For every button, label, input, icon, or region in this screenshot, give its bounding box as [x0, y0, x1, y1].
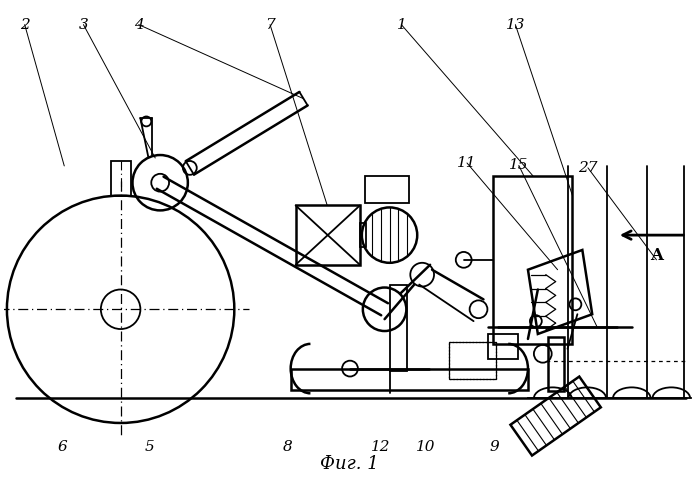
Bar — [365, 176, 410, 203]
Bar — [493, 176, 572, 344]
Bar — [296, 205, 360, 265]
Bar — [291, 369, 528, 390]
Bar — [449, 342, 496, 380]
Text: 4: 4 — [134, 18, 143, 31]
Text: 9: 9 — [490, 440, 500, 454]
Text: 12: 12 — [371, 440, 390, 454]
Text: 5: 5 — [144, 440, 154, 454]
Bar — [449, 342, 496, 380]
Text: 13: 13 — [505, 18, 525, 31]
Bar — [110, 161, 131, 195]
Bar — [360, 223, 366, 247]
Text: 7: 7 — [265, 18, 275, 31]
Text: A: A — [651, 246, 663, 264]
Text: 8: 8 — [282, 440, 292, 454]
Text: 2: 2 — [20, 18, 29, 31]
Bar — [548, 337, 563, 391]
Text: 3: 3 — [78, 18, 88, 31]
Text: 10: 10 — [416, 440, 435, 454]
Text: 1: 1 — [396, 18, 406, 31]
Bar — [489, 334, 518, 359]
Text: 11: 11 — [457, 156, 477, 170]
Text: Фиг. 1: Фиг. 1 — [320, 455, 379, 473]
Text: 27: 27 — [578, 161, 598, 175]
Bar — [389, 285, 408, 371]
Text: 15: 15 — [509, 159, 528, 172]
Text: 6: 6 — [58, 440, 68, 454]
